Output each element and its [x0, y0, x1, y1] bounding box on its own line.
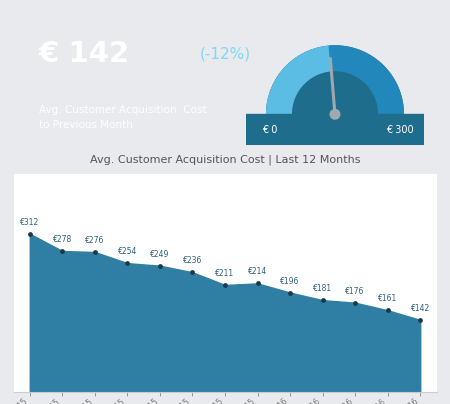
Text: €249: €249 — [150, 250, 170, 259]
Text: €176: €176 — [346, 287, 365, 296]
Text: €161: €161 — [378, 295, 397, 303]
Text: €254: €254 — [118, 247, 137, 256]
Text: Avg. Customer Acquisition  Cost
to Previous Month: Avg. Customer Acquisition Cost to Previo… — [39, 105, 207, 130]
Text: €276: €276 — [85, 236, 104, 245]
Point — [287, 289, 294, 296]
Text: €142: €142 — [410, 304, 430, 313]
Text: €278: €278 — [53, 235, 72, 244]
Text: €214: €214 — [248, 267, 267, 276]
Point — [254, 280, 261, 287]
Point — [156, 263, 163, 269]
Point — [26, 231, 33, 237]
Text: € 142: € 142 — [39, 40, 130, 68]
Point — [351, 299, 359, 306]
Text: €181: €181 — [313, 284, 332, 293]
Text: €312: €312 — [20, 218, 40, 227]
Point — [91, 249, 99, 255]
Text: €196: €196 — [280, 277, 300, 286]
Title: Avg. Customer Acquisition Cost | Last 12 Months: Avg. Customer Acquisition Cost | Last 12… — [90, 155, 360, 165]
Text: (-12%): (-12%) — [200, 47, 251, 62]
Point — [124, 260, 131, 266]
Text: €236: €236 — [183, 256, 202, 265]
Point — [417, 317, 424, 323]
Point — [319, 297, 326, 303]
Point — [58, 248, 66, 254]
Point — [189, 269, 196, 276]
Point — [384, 307, 392, 314]
Text: €211: €211 — [216, 269, 234, 278]
Point — [221, 282, 229, 288]
